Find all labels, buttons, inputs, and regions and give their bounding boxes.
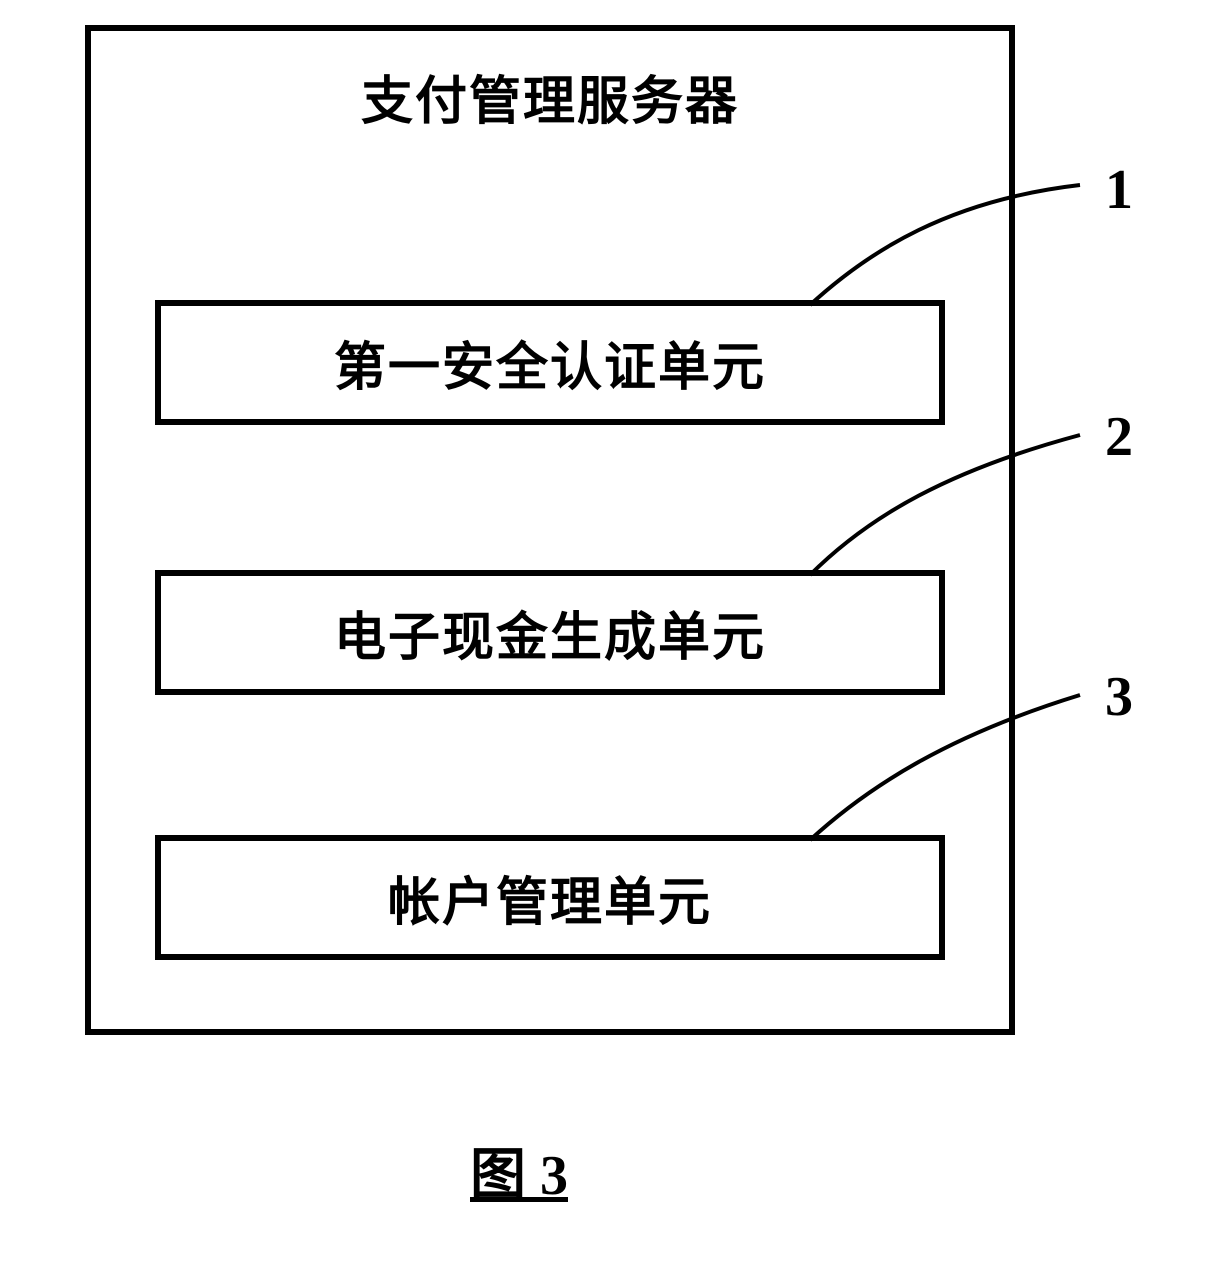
unit-security-auth: 第一安全认证单元 (155, 300, 945, 425)
unit-ecash-gen: 电子现金生成单元 (155, 570, 945, 695)
callout-label-1: 1 (1105, 158, 1133, 222)
unit-label-2: 电子现金生成单元 (334, 595, 766, 670)
callout-label-2: 2 (1105, 405, 1133, 469)
unit-account-mgmt: 帐户管理单元 (155, 835, 945, 960)
container-title: 支付管理服务器 (91, 59, 1009, 134)
unit-label-3: 帐户管理单元 (388, 860, 712, 935)
unit-label-1: 第一安全认证单元 (334, 325, 766, 400)
figure-caption: 图 3 (470, 1130, 568, 1211)
callout-label-3: 3 (1105, 665, 1133, 729)
